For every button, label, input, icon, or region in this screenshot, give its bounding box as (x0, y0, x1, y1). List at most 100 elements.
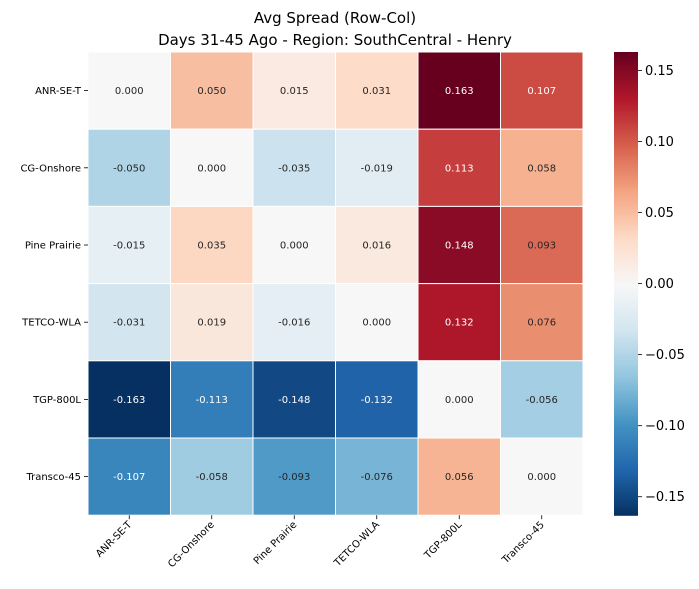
colorbar-segment (614, 404, 638, 407)
y-tick-label: TGP-800L (32, 395, 81, 406)
colorbar-segment (614, 413, 638, 417)
cell-label: 0.148 (445, 241, 474, 252)
colorbar-segment (614, 119, 638, 123)
cell-label: 0.000 (362, 318, 391, 329)
colorbar-segment (614, 54, 638, 58)
colorbar-segment (614, 487, 638, 491)
colorbar-segment (614, 68, 638, 72)
colorbar-segment (614, 181, 638, 185)
cell-label: 0.076 (527, 318, 556, 329)
colorbar-segment (614, 332, 638, 336)
colorbar-segment (614, 75, 638, 79)
colorbar-segment (614, 420, 638, 424)
heatmap-cell (500, 437, 584, 516)
colorbar-segment (614, 137, 638, 141)
heatmap-cell (170, 51, 254, 130)
colorbar-segment (614, 496, 638, 500)
colorbar-segment (614, 109, 638, 113)
x-tick-label: TETCO-WLA (332, 519, 382, 569)
colorbar-segment (614, 77, 638, 81)
colorbar-segment (614, 52, 638, 55)
colorbar-segment (614, 283, 638, 287)
colorbar-segment (614, 281, 638, 285)
colorbar-segment (614, 318, 638, 322)
colorbar-segment (614, 452, 638, 456)
colorbar-segment (614, 225, 638, 229)
cell-label: 0.015 (280, 86, 309, 97)
colorbar-segment (614, 313, 638, 317)
colorbar-segment (614, 482, 638, 486)
cell-label: 0.016 (362, 241, 391, 252)
colorbar-segment (614, 415, 638, 419)
cell-label: 0.000 (280, 241, 309, 252)
cell-label: 0.000 (445, 395, 474, 406)
colorbar-segment (614, 56, 638, 60)
colorbar-segment (614, 96, 638, 99)
cell-label: 0.031 (362, 86, 391, 97)
colorbar-tick-label: 0.15 (645, 64, 674, 79)
x-tick-label: TGP-800L (422, 519, 465, 562)
y-axis: ANR-SE-T CG-Onshore Pine Prairie TETCO-WLA T… (20, 86, 88, 483)
heatmap-cell (417, 51, 501, 130)
colorbar-segment (614, 116, 638, 120)
colorbar-segment (614, 373, 638, 377)
colorbar-segment (614, 153, 638, 157)
chart-subtitle: Days 31-45 Ago - Region: SouthCentral - … (158, 31, 512, 49)
colorbar-segment (614, 473, 638, 477)
colorbar-segment (614, 360, 638, 363)
cell-label: 0.163 (445, 86, 474, 97)
cell-label: 0.000 (527, 472, 556, 483)
heatmap-cell (335, 51, 419, 130)
colorbar-segment (614, 200, 638, 204)
colorbar-segment (614, 230, 638, 234)
heatmap-cell (417, 283, 501, 362)
y-tick-label: ANR-SE-T (35, 86, 82, 97)
cell-label: 0.000 (115, 86, 144, 97)
heatmap-cell (500, 51, 584, 130)
cell-label: -0.093 (278, 472, 310, 483)
colorbar-segment (614, 269, 638, 273)
colorbar-segment (614, 424, 638, 428)
colorbar-segment (614, 121, 638, 125)
colorbar-segment (614, 306, 638, 310)
colorbar-segment (614, 244, 638, 248)
colorbar-segment (614, 410, 638, 414)
colorbar-segment (614, 207, 638, 211)
colorbar-segment (614, 478, 638, 482)
colorbar-segment (614, 295, 638, 299)
colorbar-segment (614, 401, 638, 405)
heatmap-cell (500, 283, 584, 362)
colorbar-segment (614, 443, 638, 447)
colorbar-segment (614, 267, 638, 271)
colorbar-segment (614, 170, 638, 174)
colorbar-segment (614, 211, 638, 215)
colorbar-segment (614, 126, 638, 130)
x-tick-label: CG-Onshore (166, 520, 217, 571)
cell-label: -0.058 (196, 472, 228, 483)
cell-label: -0.148 (278, 395, 310, 406)
colorbar-segment (614, 510, 638, 514)
colorbar-segment (614, 408, 638, 412)
colorbar-segment (614, 464, 638, 468)
colorbar-segment (614, 457, 638, 461)
colorbar-segment (614, 100, 638, 104)
colorbar-segment (614, 380, 638, 384)
cell-label: -0.163 (113, 395, 145, 406)
colorbar-segment (614, 341, 638, 345)
colorbar-segment (614, 397, 638, 400)
x-tick-label: ANR-SE-T (94, 519, 135, 560)
colorbar-segment (614, 468, 638, 472)
colorbar-segment (614, 327, 638, 331)
colorbar-segment (614, 248, 638, 252)
cell-label: -0.076 (361, 472, 393, 483)
colorbar-segment (614, 167, 638, 171)
cell-label: 0.132 (445, 318, 474, 329)
colorbar-segment (614, 417, 638, 421)
y-tick-label: Pine Prairie (25, 241, 81, 252)
colorbar-segment (614, 239, 638, 243)
colorbar-segment (614, 436, 638, 440)
heatmap-cell (87, 360, 171, 439)
colorbar-segment (614, 86, 638, 90)
colorbar-segment (614, 260, 638, 264)
colorbar-segment (614, 272, 638, 275)
